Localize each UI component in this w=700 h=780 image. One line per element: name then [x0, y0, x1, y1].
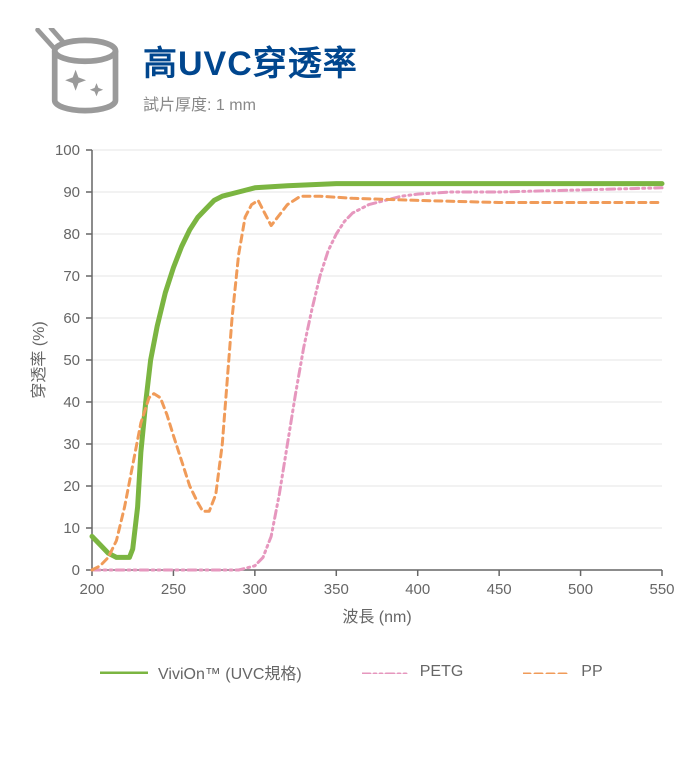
y-tick-label: 0 [72, 562, 80, 579]
legend-swatch [523, 670, 571, 674]
cylinder-sparkle-icon [30, 28, 125, 123]
legend-item: ViviOn™ (UVC規格) [100, 660, 302, 684]
legend: ViviOn™ (UVC規格) PETG PP [100, 660, 603, 684]
legend-label: ViviOn™ (UVC規格) [158, 660, 302, 684]
y-tick-label: 70 [63, 268, 80, 285]
legend-item: PP [523, 663, 602, 681]
y-tick-label: 100 [55, 142, 80, 159]
x-tick-label: 250 [161, 581, 186, 598]
x-tick-label: 350 [324, 581, 349, 598]
y-tick-label: 80 [63, 226, 80, 243]
legend-item: PETG [362, 663, 464, 681]
legend-label: PP [581, 663, 602, 681]
legend-swatch [362, 670, 410, 674]
y-axis-label: 穿透率 (%) [30, 321, 48, 398]
series-line [92, 188, 662, 570]
subtitle: 試片厚度: 1 mm [143, 91, 358, 115]
series-line [92, 184, 662, 558]
header: 高UVC穿透率 試片厚度: 1 mm [0, 0, 700, 123]
x-tick-label: 500 [568, 581, 593, 598]
x-axis-label: 波長 (nm) [342, 608, 411, 626]
transmittance-chart: 0 10 20 30 40 50 60 70 80 90 100 200 250 300 350 400 450… [22, 140, 682, 640]
x-tick-label: 200 [79, 581, 104, 598]
y-tick-label: 20 [63, 478, 80, 495]
y-tick-label: 90 [63, 184, 80, 201]
y-tick-label: 50 [63, 352, 80, 369]
x-tick-label: 300 [242, 581, 267, 598]
legend-swatch [100, 670, 148, 674]
x-tick-label: 450 [487, 581, 512, 598]
y-tick-label: 60 [63, 310, 80, 327]
y-tick-label: 30 [63, 436, 80, 453]
y-tick-label: 10 [63, 520, 80, 537]
y-tick-label: 40 [63, 394, 80, 411]
page-title: 高UVC穿透率 [143, 36, 358, 85]
x-tick-label: 400 [405, 581, 430, 598]
legend-label: PETG [420, 663, 464, 681]
x-tick-label: 550 [649, 581, 674, 598]
title-block: 高UVC穿透率 試片厚度: 1 mm [143, 28, 358, 115]
